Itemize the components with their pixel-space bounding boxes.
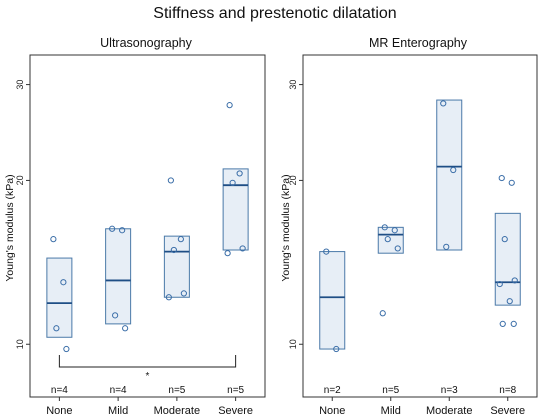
sample-size-label: n=5	[168, 385, 185, 396]
box-ultrasonography-moderate	[163, 235, 190, 298]
data-point	[112, 312, 119, 319]
sample-size-label: n=5	[227, 385, 244, 396]
data-point	[499, 320, 506, 327]
data-point	[170, 246, 177, 254]
data-point	[333, 345, 340, 353]
y-tick-label: 20	[15, 175, 25, 185]
data-point	[109, 225, 116, 232]
x-tick-label-severe: Severe	[218, 405, 253, 417]
plot-frame-mr-enterography	[302, 54, 538, 398]
y-axis-label-mr-enterography: Young's modulus (kPa)	[280, 174, 292, 281]
y-tick-label: 10	[288, 339, 298, 349]
panel-mr-enterography: MR Enterography Young's modulus (kPa) 10…	[280, 36, 538, 417]
x-tick-label-none: None	[319, 405, 345, 417]
panel-title-ultrasonography: Ultrasonography	[100, 36, 192, 50]
box-mr-enterography-severe	[494, 212, 521, 306]
data-point	[119, 227, 126, 234]
y-tick-label: 10	[15, 339, 25, 349]
data-point	[50, 236, 57, 243]
significance-marker: *	[146, 371, 150, 382]
data-point	[506, 298, 513, 305]
data-point	[239, 245, 246, 252]
sample-size-label: n=3	[441, 385, 458, 396]
box-mr-enterography-mild	[377, 226, 404, 254]
data-point	[511, 277, 518, 284]
x-tick-label-moderate: Moderate	[154, 405, 200, 417]
panel-ultrasonography: Ultrasonography Young's modulus (kPa) 10…	[4, 36, 266, 417]
plot-frame-ultrasonography	[29, 54, 266, 398]
y-tick-label: 20	[288, 175, 298, 185]
data-point	[391, 227, 398, 234]
data-point	[53, 325, 60, 332]
y-tick-label: 30	[15, 80, 25, 90]
data-point	[177, 236, 184, 243]
data-point	[384, 236, 391, 243]
data-point	[440, 100, 447, 107]
sample-size-label: n=2	[324, 385, 341, 396]
sample-size-label: n=8	[499, 385, 516, 396]
x-tick-label-none: None	[46, 405, 72, 417]
data-point	[443, 243, 450, 250]
data-point	[224, 250, 231, 257]
sample-size-label: n=5	[382, 385, 399, 396]
data-point	[167, 177, 174, 184]
data-point	[60, 279, 67, 286]
box-ultrasonography-mild	[105, 228, 132, 325]
figure-title: Stiffness and prestenotic dilatation	[153, 5, 396, 22]
data-point	[450, 166, 457, 174]
panel-title-mr-enterography: MR Enterography	[369, 36, 468, 50]
data-point	[501, 236, 508, 243]
x-tick-label-severe: Severe	[490, 405, 525, 417]
box-ultrasonography-none	[46, 257, 73, 338]
data-point	[226, 102, 233, 109]
significance-bracket	[58, 355, 237, 368]
box-mr-enterography-none	[319, 251, 346, 350]
data-point	[180, 290, 187, 297]
data-point	[496, 280, 503, 288]
y-axis-label-ultrasonography: Young's modulus (kPa)	[4, 174, 16, 281]
box-ultrasonography-severe	[222, 168, 249, 251]
sample-size-label: n=4	[110, 385, 127, 396]
data-point	[381, 224, 388, 231]
data-point	[498, 174, 505, 182]
data-point	[236, 170, 243, 177]
x-tick-label-mild: Mild	[381, 405, 401, 417]
data-point	[379, 310, 386, 317]
data-point	[323, 248, 330, 255]
data-point	[122, 325, 129, 332]
data-point	[63, 345, 70, 353]
y-tick-label: 30	[288, 80, 298, 90]
x-tick-label-moderate: Moderate	[426, 405, 472, 417]
data-point	[165, 294, 172, 301]
data-point	[510, 320, 517, 327]
data-point	[229, 179, 236, 186]
x-tick-label-mild: Mild	[108, 405, 128, 417]
data-point	[394, 245, 401, 252]
sample-size-label: n=4	[51, 385, 68, 396]
box-mr-enterography-moderate	[436, 99, 463, 251]
data-point	[508, 179, 515, 186]
